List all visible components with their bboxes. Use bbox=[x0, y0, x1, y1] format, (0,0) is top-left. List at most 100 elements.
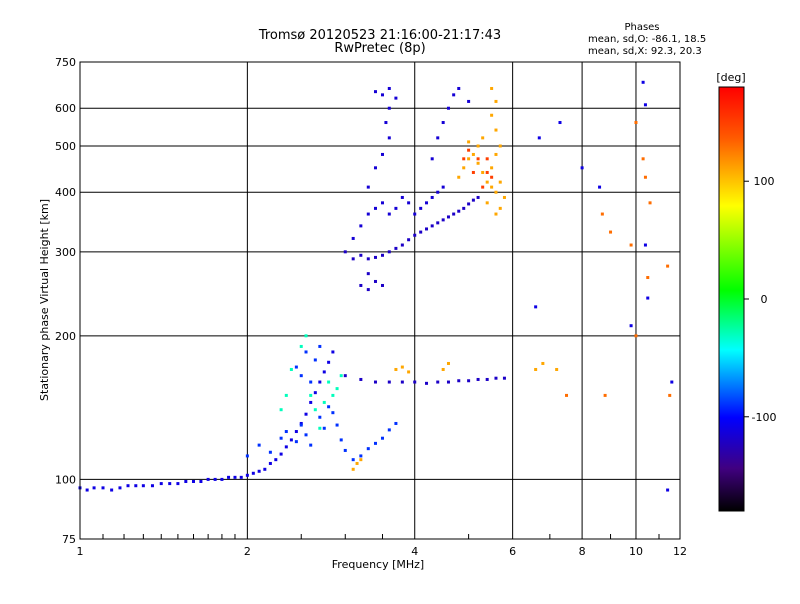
data-point bbox=[490, 113, 494, 117]
data-point bbox=[191, 479, 195, 483]
data-point bbox=[481, 136, 485, 140]
data-point bbox=[476, 144, 480, 148]
data-point bbox=[413, 212, 417, 216]
y-axis-ticks: 75 100 200 300 400 500 600 750 bbox=[55, 56, 76, 546]
data-point bbox=[441, 367, 445, 371]
data-point bbox=[199, 479, 203, 483]
data-point bbox=[366, 257, 370, 261]
data-point bbox=[641, 80, 645, 84]
data-point bbox=[452, 93, 456, 97]
data-point bbox=[471, 198, 475, 202]
x-tick-label: 6 bbox=[509, 545, 516, 558]
data-point bbox=[339, 438, 343, 442]
data-point bbox=[373, 255, 377, 259]
data-point bbox=[425, 381, 429, 385]
data-point bbox=[284, 393, 288, 397]
data-point bbox=[380, 201, 384, 205]
data-point bbox=[646, 276, 650, 280]
colorbar-tick-label: 0 bbox=[761, 293, 768, 306]
data-point bbox=[580, 166, 584, 170]
data-point bbox=[394, 206, 398, 210]
data-point bbox=[494, 190, 498, 194]
data-point bbox=[413, 233, 417, 237]
data-point bbox=[233, 475, 237, 479]
data-point bbox=[299, 344, 303, 348]
data-point bbox=[629, 243, 633, 247]
data-point bbox=[666, 264, 670, 268]
data-point bbox=[407, 238, 411, 242]
data-point bbox=[400, 365, 404, 369]
data-point bbox=[366, 447, 370, 451]
data-point bbox=[331, 411, 335, 415]
data-point bbox=[634, 121, 638, 125]
data-point bbox=[387, 428, 391, 432]
data-point bbox=[387, 380, 391, 384]
data-point bbox=[446, 215, 450, 219]
data-point bbox=[220, 477, 224, 481]
data-point bbox=[335, 423, 339, 427]
data-point bbox=[603, 393, 607, 397]
data-point bbox=[304, 334, 308, 338]
data-point bbox=[413, 380, 417, 384]
data-point bbox=[92, 486, 96, 490]
data-point bbox=[184, 479, 188, 483]
data-point bbox=[339, 374, 343, 378]
data-point bbox=[481, 170, 485, 174]
data-point bbox=[436, 190, 440, 194]
data-point bbox=[268, 450, 272, 454]
colorbar-tick-label: 100 bbox=[754, 175, 775, 188]
data-points bbox=[78, 80, 674, 492]
data-point bbox=[668, 393, 672, 397]
data-point bbox=[643, 243, 647, 247]
data-point bbox=[373, 206, 377, 210]
colorbar-ticks: 100 0 -100 bbox=[744, 175, 776, 424]
data-point bbox=[359, 454, 363, 458]
data-point bbox=[494, 128, 498, 132]
data-point bbox=[494, 376, 498, 380]
data-point bbox=[380, 93, 384, 97]
data-point bbox=[666, 488, 670, 492]
colorbar-tick-label: -100 bbox=[752, 411, 777, 424]
data-point bbox=[279, 436, 283, 440]
data-point bbox=[441, 218, 445, 222]
data-point bbox=[299, 374, 303, 378]
data-point bbox=[462, 157, 466, 161]
data-point bbox=[394, 96, 398, 100]
data-point bbox=[387, 106, 391, 110]
colorbar bbox=[718, 86, 745, 512]
data-point bbox=[476, 161, 480, 165]
data-point bbox=[441, 185, 445, 189]
data-point bbox=[239, 475, 243, 479]
data-point bbox=[126, 484, 130, 488]
data-point bbox=[462, 206, 466, 210]
data-point bbox=[629, 324, 633, 328]
y-tick-label: 200 bbox=[55, 330, 76, 343]
data-point bbox=[304, 350, 308, 354]
data-point bbox=[245, 473, 249, 477]
data-point bbox=[407, 370, 411, 374]
data-point bbox=[498, 206, 502, 210]
data-point bbox=[251, 471, 255, 475]
y-axis-label: Stationary phase Virtual Height [km] bbox=[38, 199, 51, 401]
data-point bbox=[313, 408, 317, 412]
data-point bbox=[394, 421, 398, 425]
data-point bbox=[257, 443, 261, 447]
legend-line1: mean, sd,O: -86.1, 18.5 bbox=[588, 34, 706, 45]
data-point bbox=[318, 344, 322, 348]
data-point bbox=[380, 253, 384, 257]
data-point bbox=[648, 201, 652, 205]
data-point bbox=[134, 484, 138, 488]
data-point bbox=[537, 136, 541, 140]
data-point bbox=[206, 477, 210, 481]
data-point bbox=[294, 430, 298, 434]
data-point bbox=[446, 380, 450, 384]
data-point bbox=[380, 436, 384, 440]
x-axis-label: Frequency [MHz] bbox=[332, 558, 424, 571]
data-point bbox=[313, 358, 317, 362]
data-point bbox=[274, 458, 278, 462]
data-point bbox=[457, 209, 461, 213]
data-point bbox=[351, 458, 355, 462]
data-point bbox=[419, 230, 423, 234]
data-point bbox=[485, 157, 489, 161]
data-point bbox=[245, 454, 249, 458]
